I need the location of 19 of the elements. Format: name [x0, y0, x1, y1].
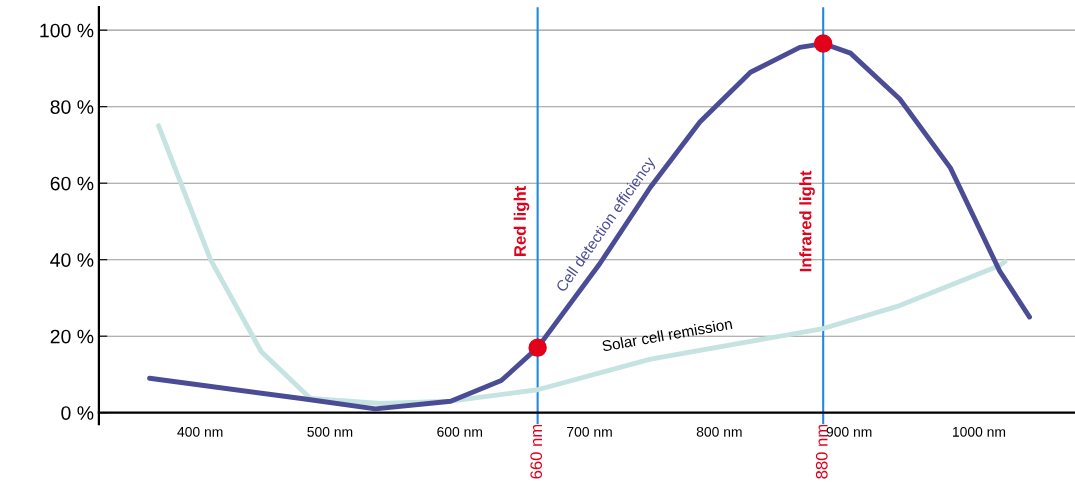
x-tick-label: 500 nm — [307, 426, 353, 437]
ref-line-label: 660 nm — [530, 424, 543, 479]
x-tick-label: 400 nm — [177, 426, 223, 437]
y-tick-label: 80 % — [50, 100, 94, 114]
y-tick-label: 100 % — [40, 23, 94, 38]
text: Solar cell remission — [601, 317, 733, 352]
x-tick-label: 800 nm — [696, 426, 742, 437]
x-tick-label: 900 nm — [826, 426, 872, 437]
annotation: Infrared light — [799, 170, 815, 272]
y-tick-label: 20 % — [50, 329, 94, 344]
line-series — [156, 123, 1008, 406]
ref-line-label: 880 nm — [815, 424, 828, 479]
x-tick-label: 600 nm — [437, 426, 482, 437]
annotation: Red light — [513, 185, 530, 256]
y-tick-label: 0 % — [61, 406, 94, 420]
y-tick-label: 40 % — [50, 253, 94, 267]
y-tick-label: 60 % — [50, 176, 94, 191]
x-tick-label: 700 nm — [567, 426, 612, 437]
x-tick-label: 1000 nm — [952, 426, 1006, 437]
